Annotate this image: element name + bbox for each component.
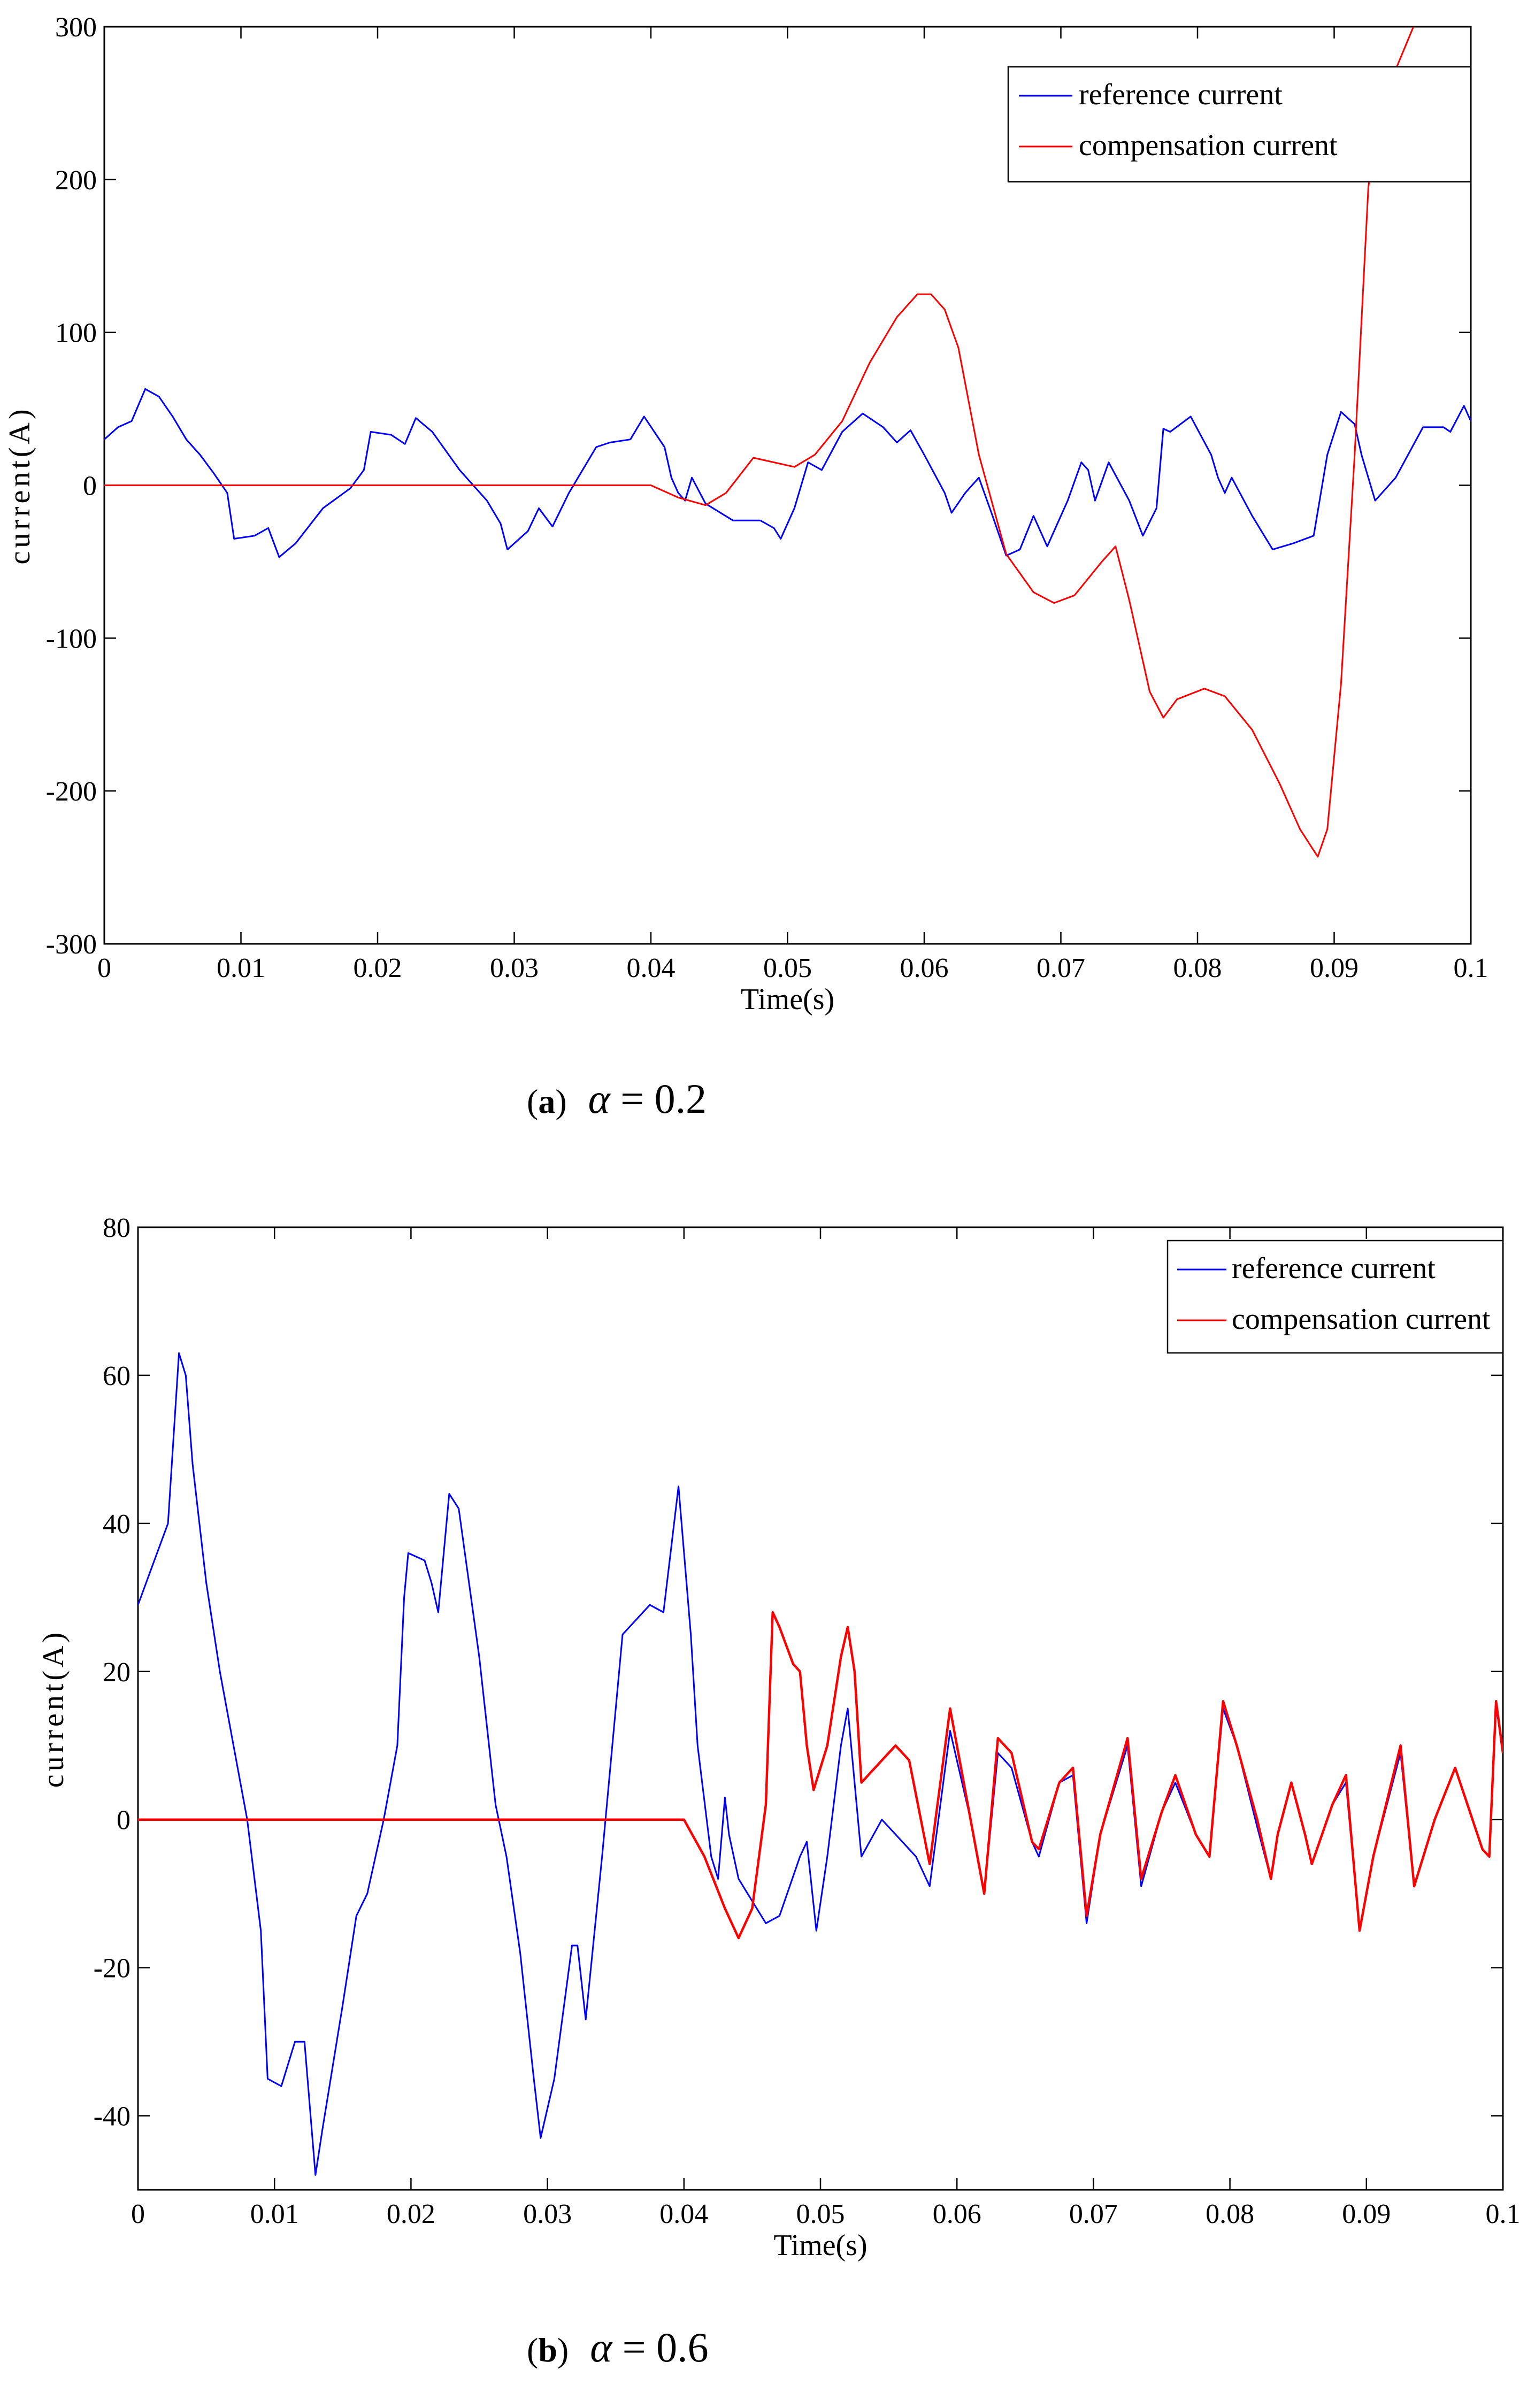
chart-b-plot-box — [137, 1226, 1504, 2191]
chart-a-xtick-label: 0.01 — [217, 953, 265, 983]
chart-b-ytick-label: -40 — [94, 2102, 131, 2132]
chart-a-xtick-label: 0.03 — [490, 953, 539, 983]
chart-b-axes: 0 0.01 0.02 0.03 0.04 0.05 0.06 0.07 0.08 0.09 0.1… — [37, 1213, 1521, 2262]
chart-a-xtick-label: 0.04 — [627, 953, 676, 983]
chart-a-ytick-label: 300 — [55, 12, 97, 43]
chart-b-xtick-label: 0 — [131, 2199, 145, 2229]
chart-b-ytick-label: 40 — [103, 1509, 131, 1540]
chart-b-series-compensation — [138, 1611, 1503, 1940]
chart-b-ylabel: current(A) — [37, 1629, 70, 1788]
chart-a-legend-label: reference current — [1079, 78, 1283, 111]
chart-a-xlabel: Time(s) — [741, 983, 834, 1016]
chart-a-series-reference — [104, 388, 1471, 558]
chart-b-xtick-label: 0.06 — [933, 2199, 981, 2229]
chart-a: 0 0.01 0.02 0.03 0.04 0.05 0.06 0.07 0.08 0.09 0.1… — [3, 12, 1488, 1016]
chart-b-xtick-label: 0.05 — [796, 2199, 845, 2229]
chart-b-legend-label: reference current — [1232, 1252, 1436, 1285]
chart-a-series-compensation — [104, 27, 1415, 858]
chart-a-legend-box — [1007, 66, 1472, 183]
chart-a-ytick-label: 200 — [55, 165, 97, 196]
chart-a-legend: reference current compensation current — [1007, 66, 1472, 183]
chart-b-ytick-label: -20 — [94, 1953, 131, 1984]
caption-b-symbol: α — [590, 2324, 612, 2371]
chart-a-ylabel: current(A) — [3, 406, 36, 564]
chart-a-xtick-label: 0.06 — [900, 953, 949, 983]
chart-a-xtick-label: 0.1 — [1454, 953, 1488, 983]
chart-a-xtick-label: 0.05 — [763, 953, 812, 983]
chart-b-xtick-label: 0.04 — [659, 2199, 708, 2229]
chart-a-series — [104, 27, 1471, 858]
chart-b-ytick-label: 60 — [103, 1361, 131, 1391]
caption-a: (a) α = 0.2 — [527, 1075, 707, 1122]
chart-a-xtick-label: 0.07 — [1037, 953, 1085, 983]
chart-b-ytick-label: 80 — [103, 1213, 131, 1243]
caption-a-symbol: α — [588, 1075, 610, 1122]
chart-b-xtick-label: 0.03 — [523, 2199, 572, 2229]
caption-a-tag: a — [538, 1082, 556, 1120]
chart-a-ytick-label: -100 — [46, 624, 97, 654]
chart-a-xtick-label: 0.02 — [354, 953, 402, 983]
chart-b-xtick-label: 0.02 — [387, 2199, 435, 2229]
chart-b-xlabel: Time(s) — [773, 2229, 867, 2262]
chart-a-xtick-label: 0.08 — [1173, 953, 1222, 983]
chart-b: 0 0.01 0.02 0.03 0.04 0.05 0.06 0.07 0.08 0.09 0.1… — [37, 1213, 1521, 2262]
chart-a-ytick-label: 0 — [83, 471, 97, 502]
chart-b-legend-label: compensation current — [1232, 1303, 1491, 1336]
chart-a-legend-label: compensation current — [1079, 129, 1338, 162]
chart-b-xtick-label: 0.1 — [1486, 2199, 1521, 2229]
caption-b: (b) α = 0.6 — [527, 2324, 709, 2371]
chart-b-legend-box — [1166, 1240, 1504, 1354]
chart-b-series — [138, 1352, 1503, 2176]
chart-b-ytick-label: 20 — [103, 1657, 131, 1688]
chart-a-ytick-label: -200 — [46, 776, 97, 807]
chart-a-xtick-label: 0.09 — [1310, 953, 1359, 983]
chart-b-xtick-label: 0.07 — [1069, 2199, 1118, 2229]
chart-a-xtick-label: 0 — [97, 953, 111, 983]
chart-b-xtick-label: 0.09 — [1342, 2199, 1391, 2229]
caption-b-tag: b — [538, 2331, 557, 2369]
chart-b-xtick-label: 0.08 — [1206, 2199, 1254, 2229]
caption-a-value: = 0.2 — [620, 1075, 707, 1122]
chart-a-ytick-label: -300 — [46, 929, 97, 960]
chart-a-ytick-label: 100 — [55, 318, 97, 349]
chart-b-legend: reference current compensation current — [1166, 1240, 1504, 1354]
caption-b-value: = 0.6 — [622, 2324, 709, 2371]
chart-b-series-reference — [138, 1352, 1503, 2176]
chart-b-ytick-label: 0 — [117, 1805, 131, 1836]
chart-b-xtick-label: 0.01 — [250, 2199, 299, 2229]
